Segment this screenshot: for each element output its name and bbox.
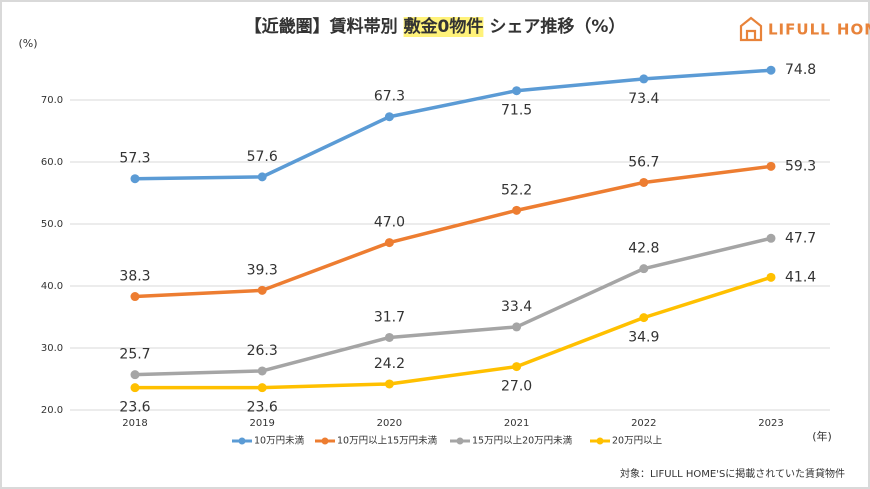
data-point: [384, 332, 394, 342]
chart-title: 【近畿圏】賃料帯別 敷金0物件 シェア推移（%）: [245, 16, 626, 37]
data-point: [766, 161, 776, 171]
legend-dot: [238, 437, 246, 445]
data-label: 41.4: [785, 269, 816, 285]
y-tick-label: 30.0: [41, 343, 63, 354]
data-label: 71.5: [501, 103, 532, 119]
logo-text: LIFULL HOME'S: [768, 21, 870, 39]
data-point: [512, 205, 522, 215]
legend-dot: [321, 437, 329, 445]
y-tick-label: 70.0: [41, 95, 63, 106]
y-unit: (%): [18, 37, 37, 50]
data-label: 73.4: [628, 91, 659, 107]
legend-label: 20万円以上: [612, 436, 663, 447]
y-tick-label: 40.0: [41, 281, 63, 292]
data-point: [257, 172, 267, 182]
data-label: 74.8: [785, 62, 816, 78]
data-label: 56.7: [628, 154, 659, 170]
data-point: [512, 322, 522, 332]
data-label: 57.3: [119, 151, 150, 167]
data-point: [639, 74, 649, 84]
series-line: [134, 236, 772, 377]
x-unit: (年): [812, 429, 832, 443]
x-tick-label: 2018: [122, 418, 147, 429]
logo: LIFULL HOME'S: [739, 16, 870, 42]
legend-dot: [456, 437, 464, 445]
series-line: [134, 68, 772, 181]
data-point: [130, 292, 140, 302]
data-label: 26.3: [247, 343, 278, 359]
data-point: [257, 383, 267, 393]
data-label: 67.3: [374, 89, 405, 105]
title-part: シェア推移（%）: [483, 16, 625, 37]
data-point: [766, 65, 776, 75]
data-point: [130, 370, 140, 380]
data-point: [766, 272, 776, 282]
legend-item: 15万円以上20万円未満: [450, 435, 573, 447]
x-tick-label: 2021: [504, 418, 529, 429]
legend-label: 10万円以上15万円未満: [337, 435, 438, 447]
series-line: [135, 275, 772, 390]
data-label: 59.3: [785, 158, 816, 174]
y-tick-label: 50.0: [41, 219, 63, 230]
legend-dot: [596, 437, 604, 445]
data-label: 23.6: [247, 400, 278, 416]
data-label: 39.3: [247, 262, 278, 278]
data-point: [766, 233, 776, 243]
data-label: 52.2: [501, 182, 532, 198]
legend-item: 20万円以上: [590, 436, 663, 447]
data-point: [384, 379, 394, 389]
legend-label: 10万円未満: [254, 435, 305, 447]
x-tick-label: 2019: [249, 418, 274, 429]
data-point: [130, 383, 140, 393]
data-label: 34.9: [628, 330, 659, 346]
y-tick-label: 60.0: [41, 157, 63, 168]
series-line: [134, 164, 772, 299]
data-point: [512, 86, 522, 96]
data-point: [384, 238, 394, 248]
y-tick-label: 20.0: [41, 405, 63, 416]
x-tick-label: 2022: [631, 418, 656, 429]
legend-label: 15万円以上20万円未満: [472, 435, 573, 447]
legend-item: 10万円未満: [232, 435, 305, 447]
data-point: [257, 285, 267, 295]
data-label: 38.3: [119, 269, 150, 285]
data-label: 42.8: [628, 241, 659, 257]
x-tick-label: 2023: [758, 418, 783, 429]
data-point: [639, 264, 649, 274]
data-label: 23.6: [119, 400, 150, 416]
data-point: [130, 174, 140, 184]
data-point: [257, 366, 267, 376]
data-point: [639, 313, 649, 323]
data-label: 31.7: [374, 309, 405, 325]
data-label: 57.6: [247, 149, 278, 165]
title-highlight: [403, 17, 484, 37]
data-label: 24.2: [374, 356, 405, 372]
data-point: [639, 177, 649, 187]
title-part: 【近畿圏】賃料帯別: [245, 16, 404, 37]
logo-icon: [739, 16, 763, 42]
data-label: 25.7: [119, 347, 150, 363]
data-label: 47.0: [374, 215, 405, 231]
title-part: 敷金0物件: [404, 16, 484, 37]
data-label: 33.4: [501, 299, 532, 315]
data-label: 27.0: [501, 379, 532, 395]
x-tick-label: 2020: [377, 418, 402, 429]
data-point: [512, 362, 522, 372]
note: 対象：LIFULL HOME'Sに掲載されていた賃貸物件: [620, 467, 845, 480]
data-point: [384, 112, 394, 122]
legend-item: 10万円以上15万円未満: [315, 435, 438, 447]
data-label: 47.7: [785, 230, 816, 246]
